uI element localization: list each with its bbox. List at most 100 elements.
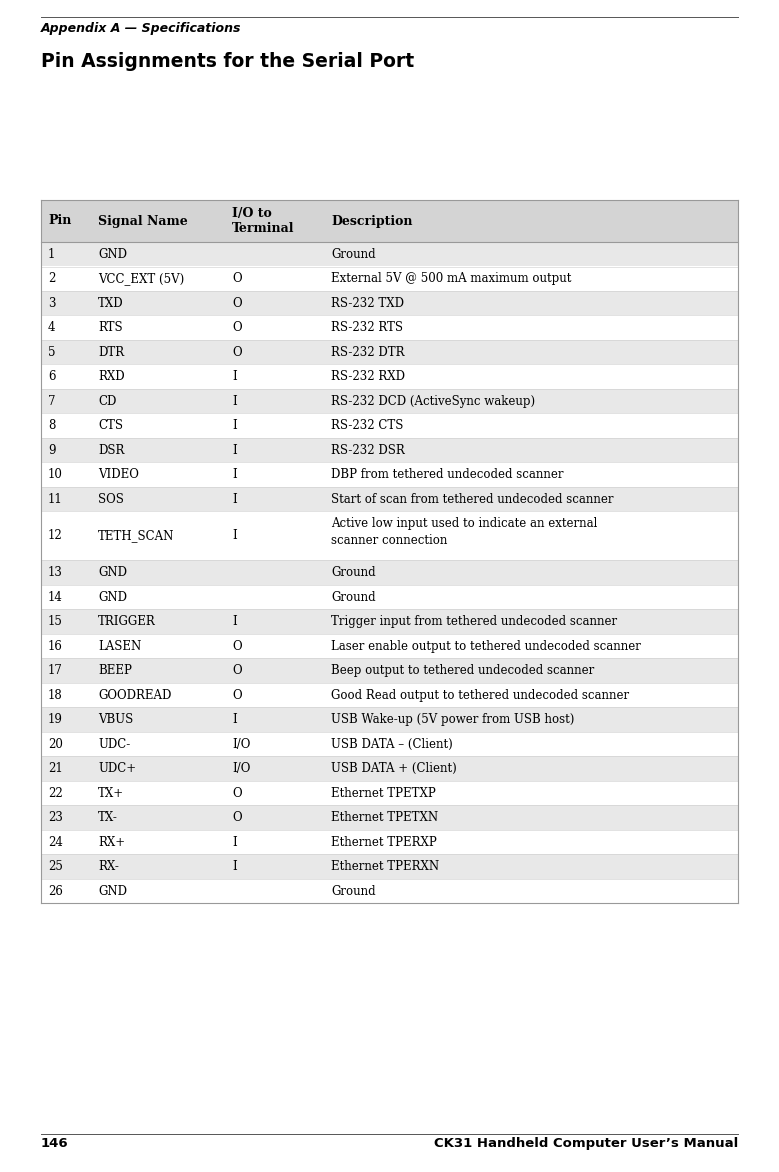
Text: VIDEO: VIDEO bbox=[98, 469, 139, 482]
Bar bbox=[41, 438, 738, 463]
Bar bbox=[41, 389, 738, 414]
Text: I: I bbox=[232, 530, 237, 543]
Text: RTS: RTS bbox=[98, 321, 123, 334]
Text: I/O to
Terminal: I/O to Terminal bbox=[232, 207, 294, 236]
Bar bbox=[41, 585, 738, 609]
Bar bbox=[41, 854, 738, 879]
Text: RS-232 TXD: RS-232 TXD bbox=[331, 297, 404, 309]
Bar bbox=[41, 830, 738, 854]
Text: BEEP: BEEP bbox=[98, 665, 132, 677]
Bar bbox=[41, 511, 738, 560]
Text: 9: 9 bbox=[48, 444, 55, 457]
Text: I: I bbox=[232, 370, 237, 383]
Bar bbox=[41, 879, 738, 904]
Text: 21: 21 bbox=[48, 762, 63, 775]
Text: O: O bbox=[232, 297, 241, 309]
Text: 18: 18 bbox=[48, 689, 63, 702]
Text: I: I bbox=[232, 444, 237, 457]
Text: RS-232 DCD (ActiveSync wakeup): RS-232 DCD (ActiveSync wakeup) bbox=[331, 395, 535, 408]
Text: 2: 2 bbox=[48, 272, 55, 285]
Bar bbox=[41, 200, 738, 241]
Text: RXD: RXD bbox=[98, 370, 125, 383]
Bar bbox=[41, 414, 738, 438]
Text: VCC_EXT (5V): VCC_EXT (5V) bbox=[98, 272, 185, 285]
Text: 15: 15 bbox=[48, 615, 63, 628]
Text: O: O bbox=[232, 786, 241, 799]
Text: Laser enable output to tethered undecoded scanner: Laser enable output to tethered undecode… bbox=[331, 640, 641, 653]
Text: Active low input used to indicate an external
scanner connection: Active low input used to indicate an ext… bbox=[331, 518, 597, 547]
Bar bbox=[41, 560, 738, 585]
Text: CD: CD bbox=[98, 395, 117, 408]
Text: USB DATA – (Client): USB DATA – (Client) bbox=[331, 737, 453, 751]
Text: VBUS: VBUS bbox=[98, 714, 133, 727]
Text: Beep output to tethered undecoded scanner: Beep output to tethered undecoded scanne… bbox=[331, 665, 594, 677]
Bar bbox=[41, 340, 738, 364]
Text: I: I bbox=[232, 395, 237, 408]
Text: Ethernet TPERXN: Ethernet TPERXN bbox=[331, 860, 439, 873]
Text: GND: GND bbox=[98, 566, 127, 579]
Text: Pin: Pin bbox=[48, 214, 72, 227]
Text: 5: 5 bbox=[48, 346, 55, 359]
Text: TRIGGER: TRIGGER bbox=[98, 615, 156, 628]
Text: 25: 25 bbox=[48, 860, 63, 873]
Bar bbox=[41, 659, 738, 683]
Text: 10: 10 bbox=[48, 469, 63, 482]
Text: GND: GND bbox=[98, 247, 127, 260]
Text: 20: 20 bbox=[48, 737, 63, 751]
Bar bbox=[41, 683, 738, 708]
Text: 22: 22 bbox=[48, 786, 63, 799]
Text: Ground: Ground bbox=[331, 591, 375, 604]
Text: GOODREAD: GOODREAD bbox=[98, 689, 171, 702]
Text: RS-232 CTS: RS-232 CTS bbox=[331, 420, 404, 432]
Text: RX+: RX+ bbox=[98, 836, 125, 849]
Bar bbox=[41, 266, 738, 291]
Text: Description: Description bbox=[331, 214, 413, 227]
Text: O: O bbox=[232, 665, 241, 677]
Text: 11: 11 bbox=[48, 492, 63, 506]
Text: 8: 8 bbox=[48, 420, 55, 432]
Text: I/O: I/O bbox=[232, 762, 250, 775]
Text: LASEN: LASEN bbox=[98, 640, 142, 653]
Text: DSR: DSR bbox=[98, 444, 125, 457]
Text: I: I bbox=[232, 492, 237, 506]
Text: 24: 24 bbox=[48, 836, 63, 849]
Text: O: O bbox=[232, 321, 241, 334]
Text: 16: 16 bbox=[48, 640, 63, 653]
Text: DTR: DTR bbox=[98, 346, 125, 359]
Text: 7: 7 bbox=[48, 395, 55, 408]
Text: Trigger input from tethered undecoded scanner: Trigger input from tethered undecoded sc… bbox=[331, 615, 617, 628]
Text: 3: 3 bbox=[48, 297, 55, 309]
Text: DBP from tethered undecoded scanner: DBP from tethered undecoded scanner bbox=[331, 469, 563, 482]
Text: GND: GND bbox=[98, 885, 127, 898]
Bar bbox=[41, 609, 738, 634]
Text: 6: 6 bbox=[48, 370, 55, 383]
Text: O: O bbox=[232, 689, 241, 702]
Bar bbox=[41, 756, 738, 781]
Text: USB DATA + (Client): USB DATA + (Client) bbox=[331, 762, 456, 775]
Text: CK31 Handheld Computer User’s Manual: CK31 Handheld Computer User’s Manual bbox=[434, 1137, 738, 1150]
Text: 17: 17 bbox=[48, 665, 63, 677]
Text: 23: 23 bbox=[48, 811, 63, 824]
Text: Ethernet TPETXN: Ethernet TPETXN bbox=[331, 811, 438, 824]
Text: 4: 4 bbox=[48, 321, 55, 334]
Text: SOS: SOS bbox=[98, 492, 124, 506]
Text: I: I bbox=[232, 420, 237, 432]
Bar bbox=[41, 315, 738, 340]
Text: Ground: Ground bbox=[331, 885, 375, 898]
Text: 26: 26 bbox=[48, 885, 63, 898]
Text: GND: GND bbox=[98, 591, 127, 604]
Text: UDC-: UDC- bbox=[98, 737, 130, 751]
Text: I: I bbox=[232, 860, 237, 873]
Text: 19: 19 bbox=[48, 714, 63, 727]
Text: TETH_SCAN: TETH_SCAN bbox=[98, 530, 174, 543]
Text: 146: 146 bbox=[41, 1137, 69, 1150]
Bar bbox=[41, 781, 738, 805]
Text: 14: 14 bbox=[48, 591, 63, 604]
Text: TX+: TX+ bbox=[98, 786, 125, 799]
Text: O: O bbox=[232, 811, 241, 824]
Text: RS-232 RTS: RS-232 RTS bbox=[331, 321, 403, 334]
Text: RS-232 RXD: RS-232 RXD bbox=[331, 370, 405, 383]
Bar bbox=[41, 732, 738, 756]
Text: Ethernet TPERXP: Ethernet TPERXP bbox=[331, 836, 437, 849]
Text: RX-: RX- bbox=[98, 860, 119, 873]
